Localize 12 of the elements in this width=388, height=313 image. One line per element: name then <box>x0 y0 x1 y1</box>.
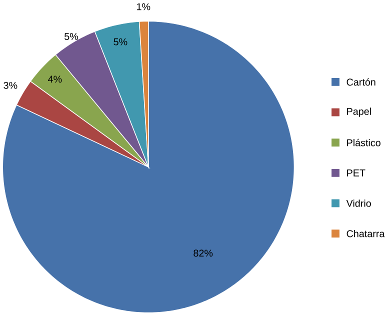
legend-label: Cartón <box>346 78 376 86</box>
legend-label: Chatarra <box>346 230 385 238</box>
data-label: 5% <box>114 38 128 46</box>
legend-label: Plástico <box>347 138 380 146</box>
legend-label: Papel <box>347 108 371 117</box>
legend-label: Vidrio <box>346 200 371 207</box>
data-label: 4% <box>48 76 62 83</box>
data-label: 82% <box>194 250 213 257</box>
data-label: 1% <box>137 3 150 10</box>
data-label: 3% <box>4 82 18 89</box>
data-label: 5% <box>64 33 78 40</box>
legend-label: PET <box>347 169 366 176</box>
